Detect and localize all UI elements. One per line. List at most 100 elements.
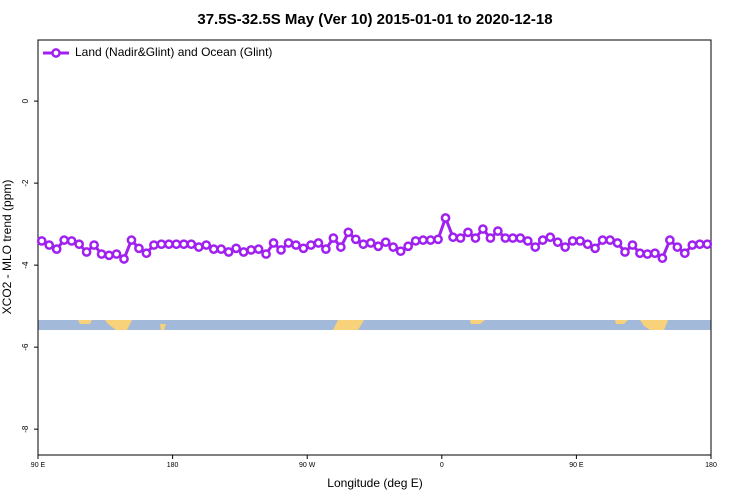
data-point — [537, 235, 548, 245]
data-point — [201, 240, 212, 250]
data-point — [36, 236, 47, 246]
ocean-band — [38, 320, 711, 330]
data-point — [605, 235, 615, 245]
x-axis-label: Longitude (deg E) — [327, 476, 422, 490]
data-point — [455, 233, 466, 243]
data-point — [567, 236, 578, 246]
data-point — [149, 240, 159, 250]
data-point — [134, 243, 144, 254]
data-point — [261, 249, 271, 259]
land — [333, 320, 364, 330]
data-point — [552, 237, 563, 248]
data-point — [560, 242, 571, 252]
data-point — [216, 244, 227, 254]
data-point — [178, 239, 189, 250]
chart-title: 37.5S-32.5S May (Ver 10) 2015-01-01 to 2… — [197, 11, 552, 28]
data-point — [440, 213, 451, 223]
data-point — [246, 245, 256, 255]
data-point — [291, 240, 301, 250]
data-point — [171, 239, 182, 250]
data-point — [545, 232, 556, 243]
land — [615, 320, 628, 324]
data-point — [575, 236, 585, 246]
data-point — [403, 241, 413, 252]
data-point — [478, 224, 488, 234]
x-tick-label: 180 — [705, 462, 717, 469]
data-point — [51, 244, 62, 254]
data-point — [485, 233, 496, 243]
y-tick-label: -6 — [21, 343, 30, 351]
data-point — [66, 236, 77, 246]
data-point — [276, 245, 286, 255]
data-point — [493, 226, 503, 236]
data-point — [126, 235, 137, 245]
land — [78, 320, 92, 324]
data-point — [694, 239, 705, 250]
data-point — [44, 240, 55, 250]
data-point — [410, 236, 421, 246]
x-tick-label: 90 E — [569, 462, 584, 469]
data-point — [522, 236, 533, 246]
x-tick-label: 90 W — [299, 462, 316, 469]
data-point — [500, 233, 511, 243]
x-tick-label: 180 — [167, 462, 179, 469]
data-point — [268, 238, 279, 248]
data-point — [635, 248, 645, 259]
y-tick-label: -4 — [21, 261, 30, 269]
data-point — [164, 239, 174, 250]
data-point — [59, 235, 70, 245]
data-point — [119, 254, 129, 264]
data-point — [231, 243, 242, 254]
land — [105, 320, 132, 330]
data-point — [328, 233, 339, 243]
data-point — [380, 237, 391, 248]
data-point — [156, 239, 167, 250]
data-point — [672, 242, 683, 252]
land — [470, 320, 485, 324]
data-point — [395, 246, 406, 257]
data-point — [89, 240, 99, 250]
data-point — [530, 242, 541, 252]
data-point — [186, 239, 197, 250]
data-point — [687, 240, 698, 250]
data-point — [313, 238, 324, 248]
legend-marker — [51, 48, 61, 58]
data-point — [418, 235, 428, 245]
data-point — [343, 227, 354, 238]
data-point — [620, 247, 630, 257]
land — [160, 324, 166, 330]
data-point — [193, 242, 204, 252]
land — [640, 320, 668, 330]
data-point — [470, 233, 481, 243]
data-point — [679, 248, 690, 259]
data-point — [238, 247, 249, 257]
data-point — [448, 232, 458, 243]
legend-label: Land (Nadir&Glint) and Ocean (Glint) — [75, 45, 272, 59]
data-point — [298, 243, 309, 254]
data-point — [208, 244, 219, 254]
x-tick-label: 90 E — [31, 462, 46, 469]
map-strip — [38, 320, 711, 330]
data-point — [336, 242, 346, 252]
y-axis-label: XCO2 - MLO trend (ppm) — [0, 180, 14, 315]
data-point — [111, 249, 122, 259]
data-point — [650, 248, 660, 259]
data-point — [104, 250, 114, 261]
y-tick-label: 0 — [21, 98, 30, 103]
plot-frame — [37, 39, 712, 456]
data-point — [612, 238, 623, 248]
data-point — [642, 249, 653, 259]
data-point — [627, 240, 638, 250]
data-point — [283, 238, 294, 248]
data-point — [223, 247, 234, 257]
data-point — [74, 239, 84, 250]
x-tick-label: 0 — [440, 462, 444, 469]
data-point — [81, 247, 92, 257]
data-point — [425, 235, 436, 245]
data-point — [702, 239, 713, 250]
y-tick-label: -8 — [21, 425, 30, 433]
data-point — [657, 253, 668, 264]
data-point — [321, 244, 331, 254]
data-point — [597, 235, 608, 245]
